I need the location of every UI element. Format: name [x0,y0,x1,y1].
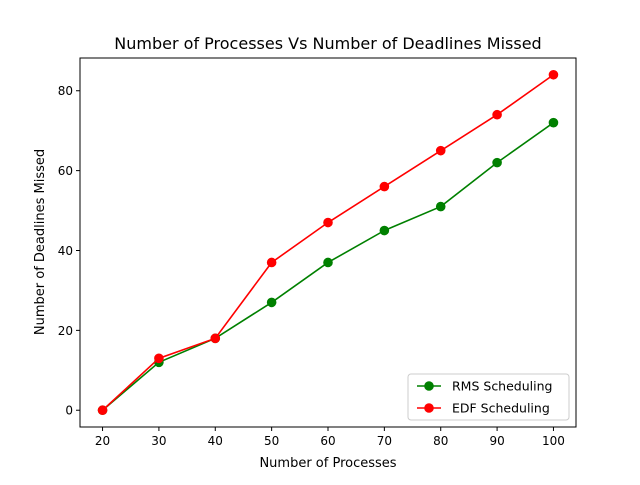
x-tick-label: 80 [433,434,448,448]
data-point [323,217,333,228]
y-tick-label: 80 [58,84,73,98]
data-point [266,297,277,308]
data-point [210,333,221,344]
y-axis: 0 20 40 60 80 [58,84,80,418]
data-point [379,225,390,236]
data-point [492,109,502,120]
chart-title: Number of Processes Vs Number of Deadlin… [114,34,541,53]
x-axis-label: Number of Processes [259,456,396,471]
y-tick-label: 60 [58,164,73,178]
data-point [548,69,559,80]
data-point [548,117,559,128]
data-point [266,257,277,268]
y-tick-label: 40 [58,244,73,258]
plot-frame [79,57,577,428]
data-point [435,145,446,156]
plot-area [79,57,577,428]
legend: RMS Scheduling EDF Scheduling [407,373,570,421]
legend-swatch-marker-rms-scheduling [424,381,434,391]
data-point [492,157,502,168]
data-point [154,353,164,364]
legend-label-rms-scheduling: RMS Scheduling [452,379,552,394]
y-axis-label: Number of Deadlines Missed [33,149,48,335]
x-tick-label: 90 [489,434,504,448]
x-axis: 20 30 40 50 60 70 80 90 100 [95,427,565,448]
legend-label-edf-scheduling: EDF Scheduling [452,401,550,416]
x-tick-label: 60 [320,434,335,448]
data-point [379,181,390,192]
series-edf-scheduling [97,69,559,416]
x-tick-label: 70 [377,434,392,448]
x-tick-label: 20 [95,434,110,448]
x-tick-label: 50 [264,434,279,448]
legend-swatch-marker-edf-scheduling [424,403,434,413]
legend-box [407,373,570,421]
data-point [97,405,108,416]
x-tick-label: 30 [151,434,166,448]
data-point [435,201,446,212]
x-tick-label: 40 [208,434,223,448]
series-layer [97,69,559,416]
y-tick-label: 20 [58,324,73,338]
data-point [323,257,333,268]
y-tick-label: 0 [65,404,73,418]
x-tick-label: 100 [542,434,565,448]
